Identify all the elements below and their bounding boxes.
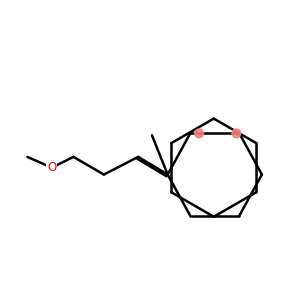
Circle shape (195, 129, 203, 138)
Text: O: O (47, 161, 56, 174)
Circle shape (232, 129, 241, 138)
